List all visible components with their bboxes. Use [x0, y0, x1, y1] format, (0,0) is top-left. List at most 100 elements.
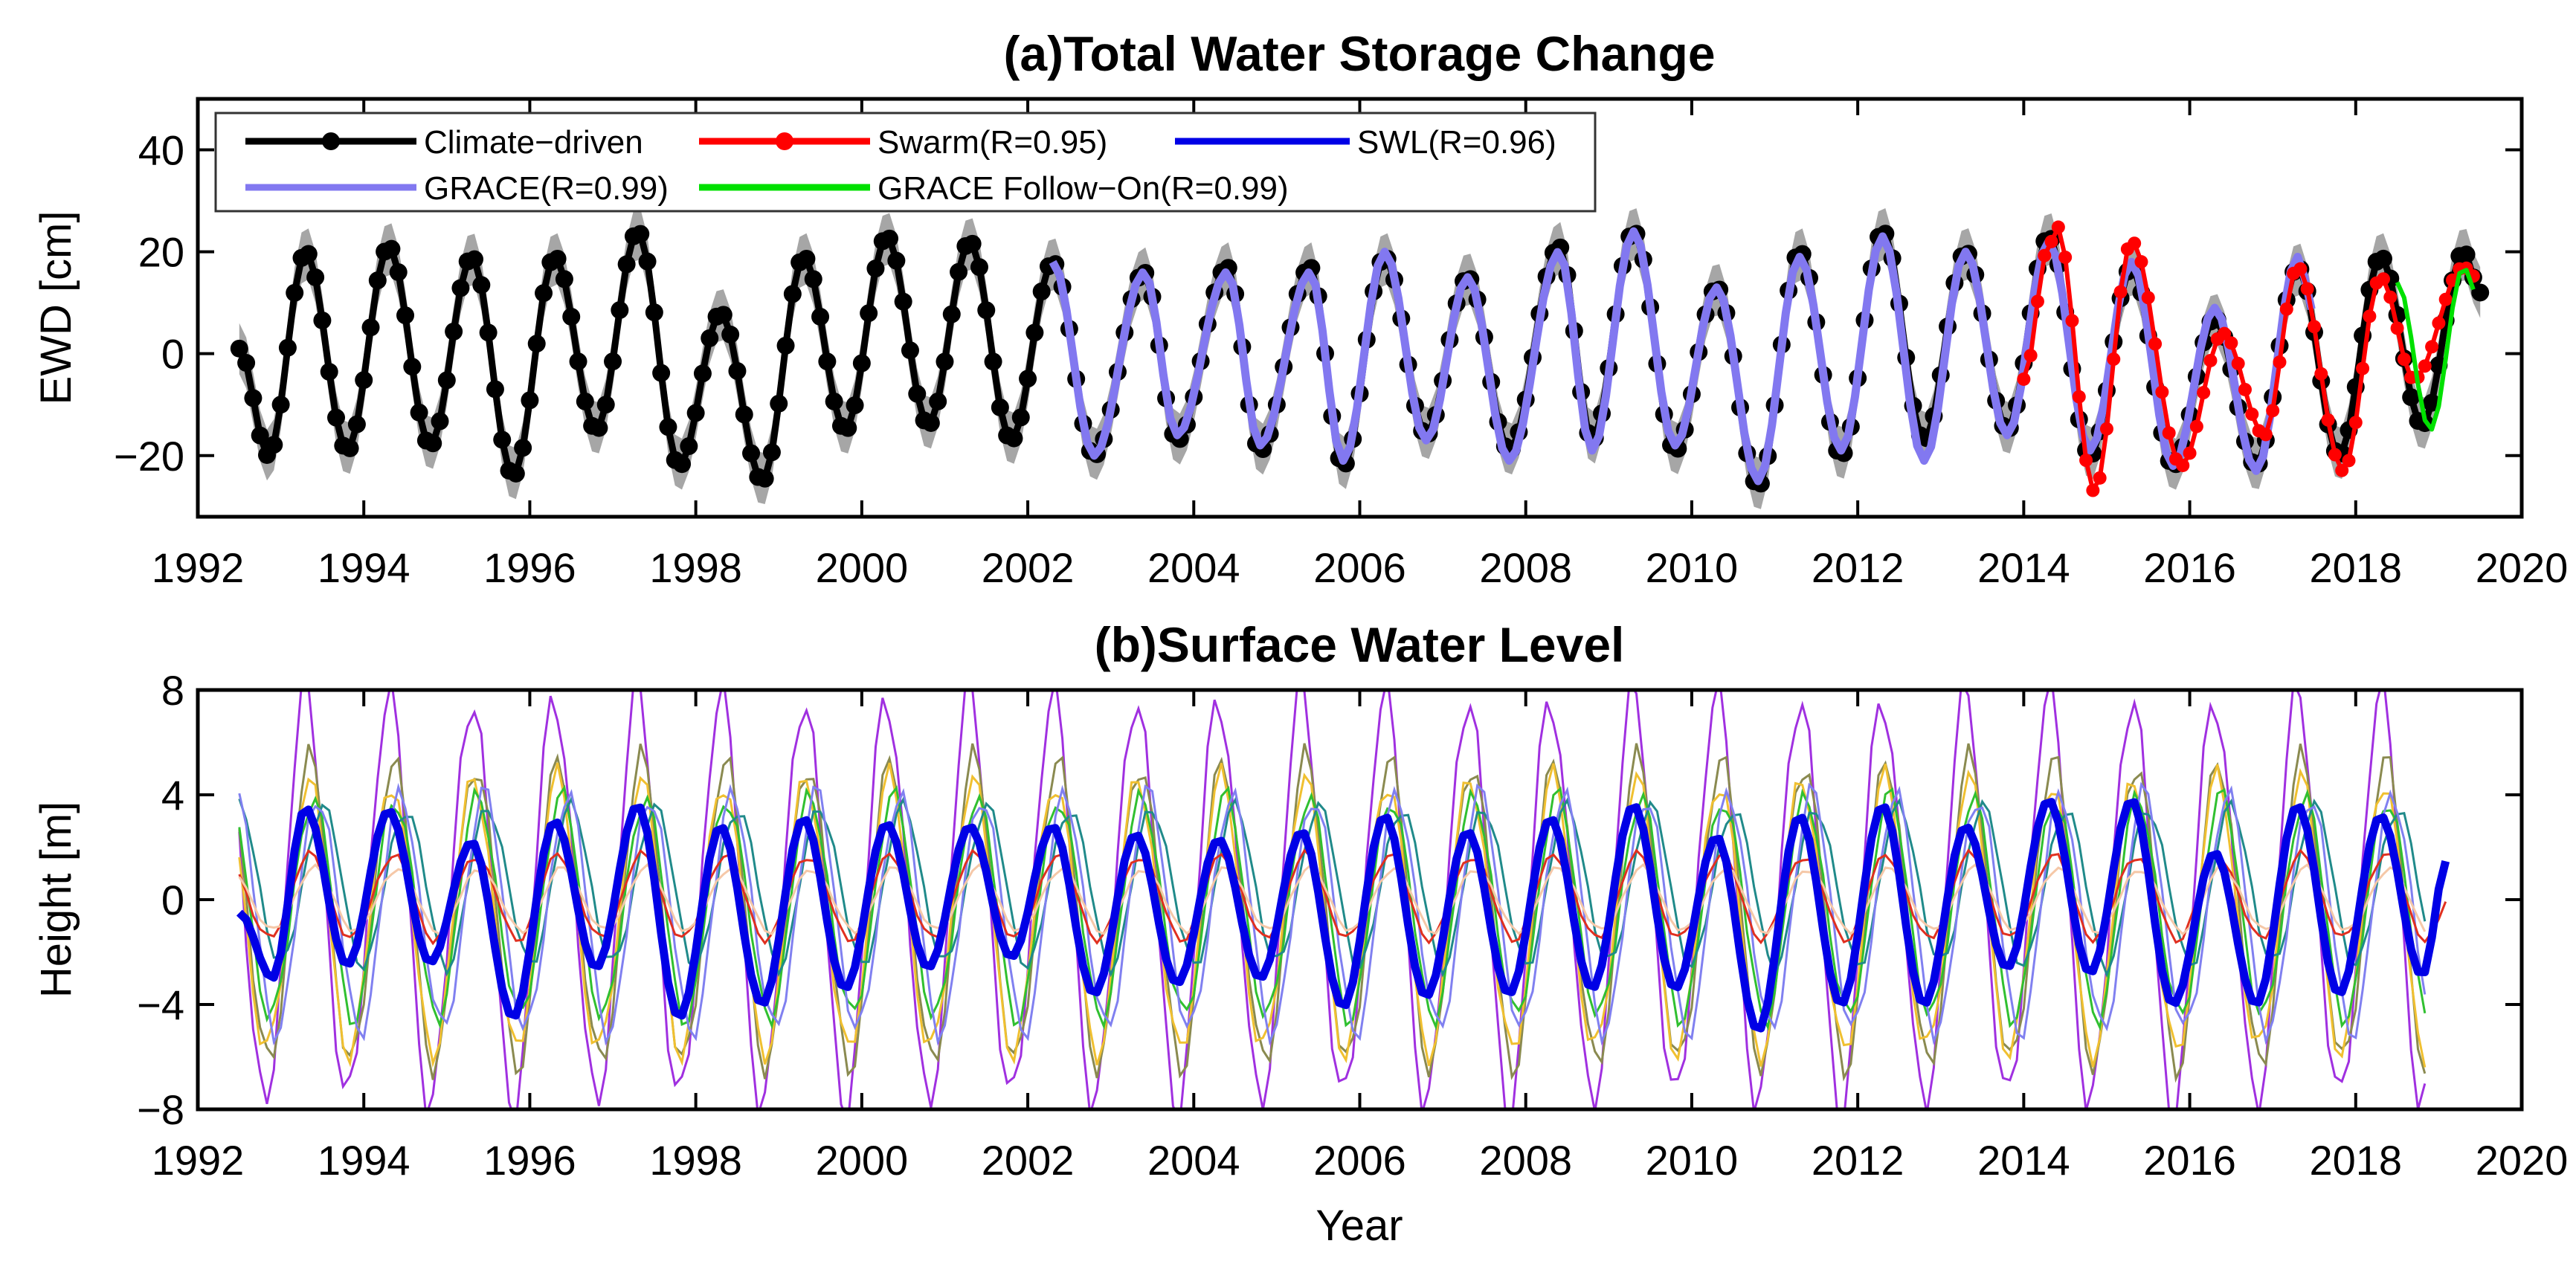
x-tick-label: 2018 [2309, 544, 2402, 591]
marker-climate-driven [506, 464, 525, 483]
marker-climate-driven [659, 418, 677, 436]
marker-climate-driven [514, 439, 532, 457]
marker-climate-driven [950, 262, 968, 281]
x-tick-label: 2018 [2309, 1137, 2402, 1184]
marker-climate-driven [437, 371, 456, 390]
marker-swarm [2065, 314, 2079, 328]
marker-swarm [2038, 248, 2052, 262]
marker-climate-driven [991, 398, 1009, 416]
x-tick-label: 1994 [318, 544, 410, 591]
panel-a-plot: 1992 1994 1996 1998 2000 2002 2004 2006 2008 2010… [114, 97, 2568, 591]
marker-swarm [2307, 320, 2321, 334]
marker-swarm [2197, 386, 2211, 400]
marker-climate-driven [562, 307, 581, 326]
y-tick-label: 0 [161, 331, 184, 378]
x-tick-label: 2006 [1313, 544, 1406, 591]
panel-b-title: (b)Surface Water Level [1095, 617, 1625, 672]
marker-climate-driven [306, 268, 325, 286]
marker-swarm [2293, 262, 2308, 276]
legend-label-climate: Climate−driven [424, 124, 643, 161]
x-tick-label: 2012 [1812, 1137, 1904, 1184]
marker-climate-driven [770, 394, 788, 413]
legend-label-swarm: Swarm(R=0.95) [878, 124, 1107, 161]
x-tick-label: 2006 [1313, 1137, 1406, 1184]
x-tick-label: 2000 [816, 544, 909, 591]
marker-climate-driven [652, 364, 671, 382]
marker-climate-driven [548, 250, 567, 268]
marker-climate-driven [286, 283, 304, 302]
marker-climate-driven [942, 305, 961, 323]
legend-box [214, 112, 1597, 213]
marker-swarm [2148, 337, 2163, 351]
marker-climate-driven [527, 335, 546, 353]
legend-marker-climate [322, 132, 340, 150]
marker-climate-driven [735, 405, 753, 424]
marker-climate-driven [984, 352, 1002, 371]
marker-climate-driven [742, 444, 761, 462]
x-tick-label: 1998 [649, 544, 742, 591]
x-tick-label: 2010 [1646, 544, 1739, 591]
marker-climate-driven [1011, 408, 1030, 427]
marker-climate-driven [756, 469, 774, 488]
marker-climate-driven [701, 329, 719, 347]
y-tick-label: 0 [161, 877, 184, 923]
panel-a-title: (a)Total Water Storage Change [1003, 26, 1715, 81]
marker-climate-driven [445, 322, 463, 341]
marker-climate-driven [493, 430, 512, 449]
x-tick-label: 2002 [982, 1137, 1075, 1184]
marker-swarm [2363, 309, 2377, 323]
x-tick-label: 2008 [1479, 1137, 1572, 1184]
marker-climate-driven [894, 292, 912, 311]
marker-swarm [2141, 291, 2155, 305]
marker-climate-driven [804, 270, 822, 288]
marker-swarm [2397, 352, 2411, 367]
plot-area [236, 690, 2450, 1109]
marker-climate-driven [569, 352, 587, 371]
marker-swarm [2425, 340, 2439, 354]
marker-climate-driven [230, 339, 248, 358]
marker-climate-driven [479, 323, 498, 342]
marker-climate-driven [1005, 429, 1023, 448]
marker-swarm [2383, 290, 2398, 304]
marker-climate-driven [921, 413, 940, 432]
marker-climate-driven [251, 426, 269, 445]
legend-label-grace: GRACE(R=0.99) [424, 170, 669, 207]
marker-climate-driven [382, 239, 401, 258]
marker-swarm [2390, 321, 2404, 335]
y-tick-label: 40 [138, 127, 184, 174]
x-tick-label: 2010 [1646, 1137, 1739, 1184]
marker-climate-driven [244, 389, 263, 407]
marker-swarm [2017, 372, 2031, 386]
marker-climate-driven [936, 352, 954, 371]
legend-label-swl: SWL(R=0.96) [1357, 124, 1556, 161]
marker-climate-driven [320, 363, 338, 381]
marker-swarm [2086, 483, 2100, 497]
marker-climate-driven [887, 251, 906, 270]
marker-climate-driven [604, 352, 622, 371]
marker-climate-driven [2374, 249, 2392, 268]
x-tick-label: 1994 [318, 1137, 410, 1184]
marker-climate-driven [451, 279, 470, 297]
marker-swarm [2245, 407, 2259, 422]
marker-climate-driven [673, 455, 692, 474]
marker-climate-driven [631, 225, 650, 243]
marker-climate-driven [825, 392, 843, 410]
marker-swarm [2314, 367, 2328, 381]
marker-climate-driven [721, 325, 740, 344]
series-grace [1049, 227, 2316, 486]
marker-climate-driven [645, 303, 663, 322]
marker-climate-driven [327, 408, 346, 427]
panel-b-plot: 1992 1994 1996 1998 2000 2002 2004 2006 2008 2010… [137, 667, 2568, 1184]
y-tick-label: 4 [161, 772, 184, 819]
marker-swarm [2438, 292, 2453, 306]
x-tick-label: 2004 [1147, 544, 1240, 591]
marker-climate-driven [237, 354, 256, 373]
marker-climate-driven [396, 306, 415, 325]
series-grace-follow-on [2395, 268, 2476, 432]
marker-climate-driven [846, 396, 864, 415]
marker-swarm [2176, 458, 2190, 472]
series-station-6 [238, 781, 2427, 1046]
x-tick-label: 1996 [483, 1137, 576, 1184]
marker-climate-driven [762, 443, 781, 462]
marker-climate-driven [714, 306, 732, 324]
